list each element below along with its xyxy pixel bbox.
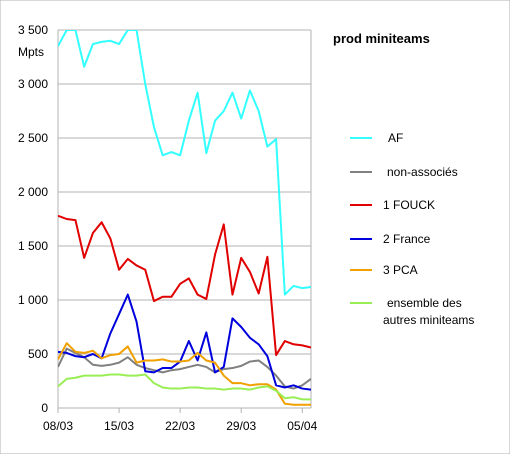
y-axis-label: Mpts — [18, 45, 44, 59]
x-tick-labels: 08/03 15/03 22/03 29/03 05/04 — [43, 419, 318, 433]
chart-title: prod miniteams — [333, 31, 430, 46]
legend-label: 3 PCA — [383, 263, 418, 277]
y-tick-label: 2 500 — [18, 131, 48, 145]
x-tick-label: 22/03 — [165, 419, 195, 433]
y-tick-label: 1 000 — [18, 293, 48, 307]
x-tick-label: 08/03 — [43, 419, 73, 433]
axes — [57, 30, 311, 413]
series-line — [58, 30, 311, 296]
x-tick-label: 05/04 — [287, 419, 317, 433]
x-tick-label: 15/03 — [104, 419, 134, 433]
y-tick-label: 1 500 — [18, 239, 48, 253]
y-tick-labels: 0 500 1 000 1 500 2 000 2 500 3 000 3 500 — [18, 23, 48, 415]
series-line — [58, 373, 311, 401]
legend-label: non-associés — [387, 165, 458, 179]
y-tick-label: 0 — [41, 401, 48, 415]
series-line — [58, 342, 311, 406]
legend-label: AF — [388, 131, 403, 145]
y-tick-label: 2 000 — [18, 185, 48, 199]
legend-label: 1 FOUCK — [383, 198, 435, 212]
series-line — [58, 214, 311, 357]
legend-label: ensemble des autres miniteams — [383, 296, 474, 327]
x-tick-label: 29/03 — [226, 419, 256, 433]
legend: AF non-associés 1 FOUCK 2 France 3 PCA ensemb… — [350, 131, 474, 327]
series-line — [58, 347, 311, 390]
y-tick-label: 3 500 — [18, 23, 48, 37]
y-tick-label: 3 000 — [18, 77, 48, 91]
series-lines — [58, 30, 311, 406]
y-tick-label: 500 — [28, 347, 48, 361]
legend-label: 2 France — [383, 232, 431, 246]
